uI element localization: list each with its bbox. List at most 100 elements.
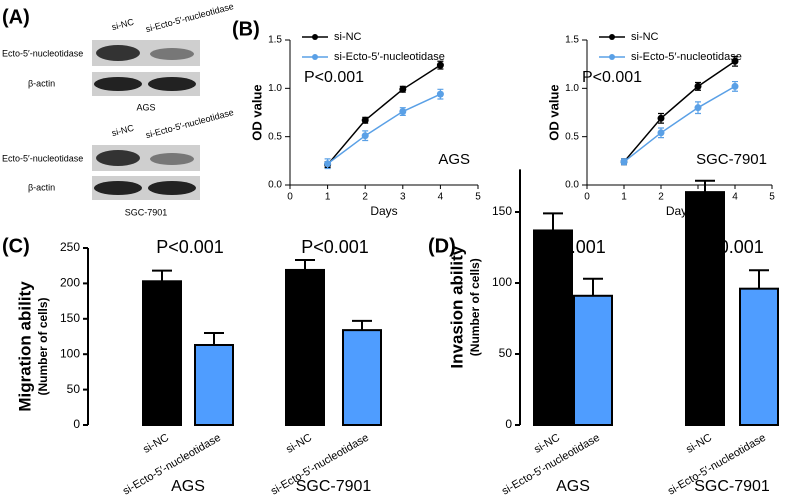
point (620, 158, 628, 166)
y-tick-label: 150 (492, 204, 512, 218)
error-bar (543, 212, 563, 231)
point (436, 61, 444, 69)
cell-line-label: AGS (438, 151, 470, 168)
y-tick-label: 50 (499, 346, 513, 360)
x-tick-label: si-NC (141, 432, 171, 456)
legend-label: si-NC (631, 31, 659, 43)
y-tick-label: 1.5 (268, 35, 282, 46)
group-label: AGS (556, 478, 590, 495)
series-line (327, 64, 441, 166)
bar (194, 343, 234, 426)
y-axis-label: OD value (546, 84, 561, 140)
error-bar (583, 277, 603, 296)
point (324, 160, 332, 168)
point (657, 114, 665, 122)
annotation: P<0.001 (301, 237, 369, 257)
y-axis-label: OD value (249, 84, 264, 140)
point (436, 90, 444, 98)
legend-marker (312, 34, 318, 40)
y-tick-label: 1.0 (565, 83, 579, 94)
blot-band (96, 45, 140, 61)
lane-label: si-Ecto-5′-nucleotidase (145, 1, 235, 34)
x-tick-label: 4 (438, 192, 444, 203)
blot-band (94, 181, 142, 195)
x-tick-label: si-NC (684, 432, 714, 456)
y-axis-sublabel: (Number of cells) (36, 297, 50, 395)
y-tick-label: 250 (60, 240, 80, 254)
y-tick-label: 100 (60, 346, 80, 360)
error-bar (749, 269, 769, 289)
blot-band (148, 181, 196, 195)
bar (573, 294, 613, 426)
error-bar (152, 269, 172, 282)
cell-line-label: SGC-7901 (696, 151, 767, 168)
x-tick-label: 2 (362, 192, 368, 203)
point (694, 104, 702, 112)
x-tick-label: si-NC (532, 432, 562, 456)
x-tick-label: si-NC (284, 432, 314, 456)
lane-label: si-NC (111, 123, 136, 139)
lane-label: si-Ecto-5′-nucleotidase (145, 107, 235, 140)
row-label: β-actin (28, 78, 55, 88)
error-bar (204, 331, 224, 345)
y-tick-label: 0.0 (268, 180, 282, 191)
group-label: SGC-7901 (694, 478, 770, 495)
series-line (623, 85, 736, 163)
lane-label: si-NC (111, 17, 136, 33)
y-tick-label: 100 (492, 275, 512, 289)
x-tick-label: 5 (475, 192, 481, 203)
panel-label: (B) (232, 18, 260, 40)
x-tick-label: 3 (400, 192, 406, 203)
y-tick-label: 0 (73, 417, 80, 431)
y-tick-label: 200 (60, 276, 80, 290)
series-line (623, 60, 736, 163)
bar (342, 329, 382, 426)
y-tick-label: 0.5 (268, 131, 282, 142)
series-line (327, 93, 441, 165)
y-tick-label: 50 (67, 382, 81, 396)
y-tick-label: 1.0 (268, 83, 282, 94)
row-label: β-actin (28, 182, 55, 192)
x-tick-label: 2 (658, 192, 664, 203)
blot-band (148, 77, 196, 91)
point (361, 132, 369, 140)
point (694, 82, 702, 90)
cell-line-label: AGS (136, 102, 155, 112)
point (399, 85, 407, 93)
y-tick-label: 1.5 (565, 35, 579, 46)
y-axis-sublabel: (Number of cells) (468, 258, 482, 356)
y-tick-label: 0.5 (565, 131, 579, 142)
legend-marker (609, 54, 615, 60)
blot-band (94, 77, 142, 91)
panel-label: (C) (2, 235, 30, 257)
error-bar (352, 319, 372, 331)
y-tick-label: 0.0 (565, 180, 579, 191)
error-bar (695, 179, 715, 193)
legend-marker (609, 34, 615, 40)
row-label: Ecto-5′-nucleotidase (2, 48, 83, 58)
point (657, 129, 665, 137)
x-tick-label: 1 (621, 192, 627, 203)
annotation: P<0.001 (582, 69, 642, 86)
y-axis-label: Invasion ability (447, 245, 466, 368)
point (731, 57, 739, 65)
bar (533, 229, 573, 426)
annotation: P<0.001 (156, 237, 224, 257)
y-tick-label: 0 (505, 417, 512, 431)
x-axis-label: Days (370, 204, 397, 218)
x-tick-label: 5 (769, 192, 775, 203)
blot-band (150, 153, 194, 165)
blot-band (96, 150, 140, 166)
panel-label: (A) (2, 6, 30, 28)
y-axis-label: Migration ability (15, 281, 34, 412)
bar (142, 280, 182, 426)
cell-line-label: SGC-7901 (125, 207, 168, 217)
point (731, 82, 739, 90)
group-label: AGS (171, 478, 205, 495)
bar (739, 287, 779, 426)
bar (685, 191, 725, 426)
group-label: SGC-7901 (296, 478, 372, 495)
point (399, 108, 407, 116)
error-bar (295, 259, 315, 270)
